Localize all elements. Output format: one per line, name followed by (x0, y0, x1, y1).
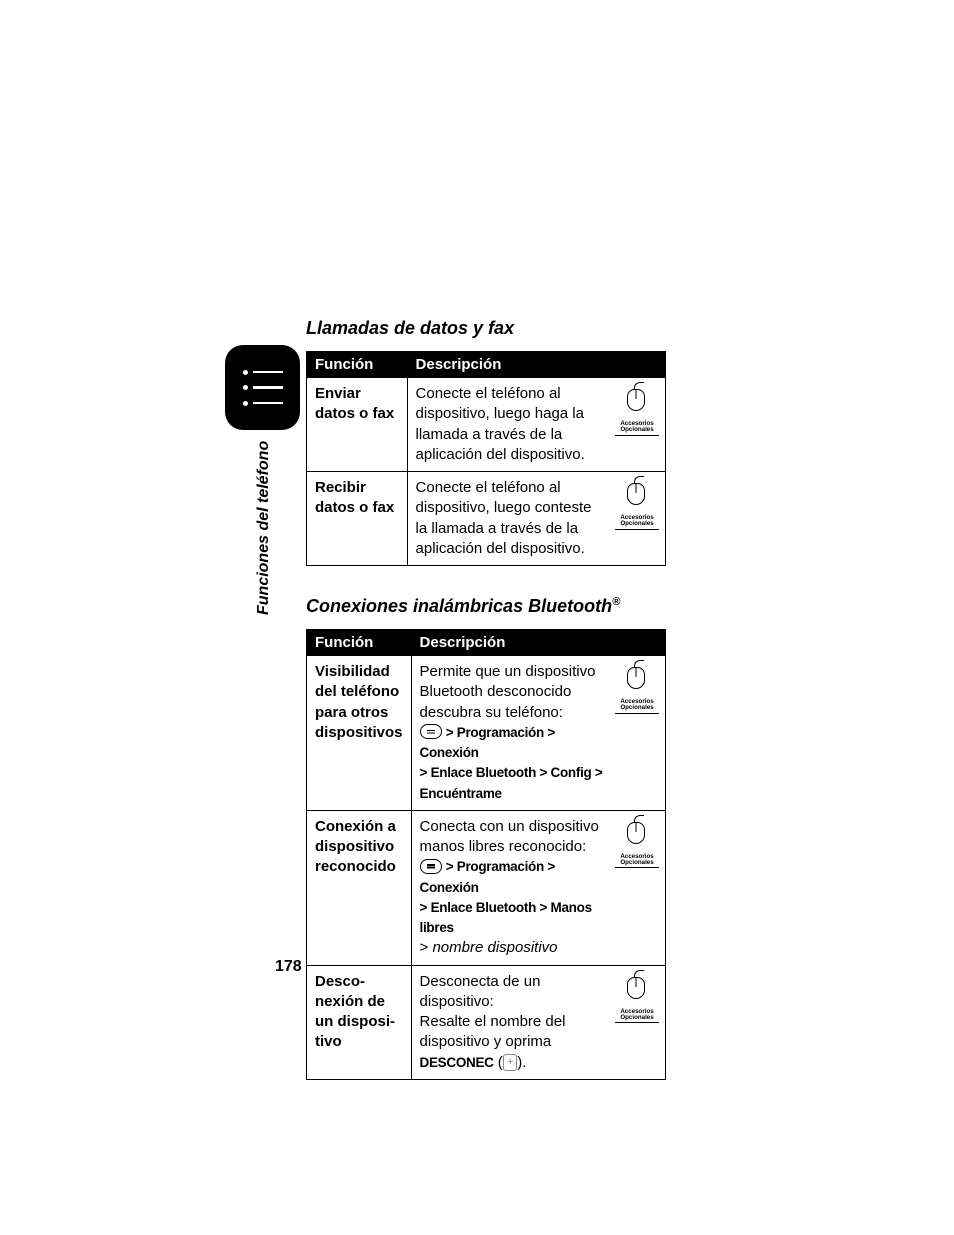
table-row: Visibilidad del teléfono para otros disp… (307, 656, 666, 811)
registered-mark: ® (612, 596, 620, 608)
desc-intro: Permite que un dispositivo Bluetooth des… (420, 663, 596, 721)
optional-accessory-icon: AccesoriosOpcionales (615, 972, 659, 1024)
acc-label-2: Opcionales (620, 704, 653, 711)
nav-enlace: Enlace Bluetooth (431, 765, 536, 780)
softkey-desconec: DESCONEC (420, 1055, 494, 1070)
desc-intro: Conecta con un dispositivo manos libres … (420, 818, 599, 855)
desc-cell: Conecta con un dispositivo manos libres … (411, 810, 665, 965)
acc-label-2: Opcionales (620, 520, 653, 527)
nav-conexion: Conexión (420, 745, 479, 760)
sidebar-section-label: Funciones del teléfono (255, 441, 273, 615)
main-content: Llamadas de datos y fax Función Descripc… (306, 318, 666, 1110)
menu-key-icon (420, 724, 442, 739)
table-row: Recibir datos o fax Conecte el teléfono … (307, 472, 666, 566)
table-datafax: Función Descripción Enviar datos o fax C… (306, 351, 666, 566)
th-descripcion: Descripción (411, 630, 665, 656)
page-number: 178 (275, 958, 302, 976)
nav-programacion: Programación (457, 725, 544, 740)
desc-cell: Conecte el teléfono al dispositivo, lueg… (407, 472, 665, 566)
desc-cell: Conecte el teléfono al dispositivo, lueg… (407, 378, 665, 472)
optional-accessory-icon: AccesoriosOpcionales (615, 384, 659, 436)
menu-key-icon (420, 859, 442, 874)
desc-cell: Permite que un dispositivo Bluetooth des… (411, 656, 665, 811)
optional-accessory-icon: AccesoriosOpcionales (615, 478, 659, 530)
fn-cell: Conexión a dispositivo reconocido (307, 810, 412, 965)
fn-cell: Desco-nexión de un disposi-tivo (307, 965, 412, 1079)
fn-cell: Recibir datos o fax (307, 472, 408, 566)
acc-label-2: Opcionales (620, 859, 653, 866)
table-row: Conexión a dispositivo reconocido Conect… (307, 810, 666, 965)
bt-title-text: Conexiones inalámbricas Bluetooth (306, 596, 612, 616)
table-bluetooth: Función Descripción Visibilidad del telé… (306, 629, 666, 1080)
fn-cell: Enviar datos o fax (307, 378, 408, 472)
desc-cell: Desconecta de un dispositivo: Resalte el… (411, 965, 665, 1079)
th-funcion: Función (307, 352, 408, 378)
desc-intro: Desconecta de un dispositivo: (420, 973, 541, 1010)
period: . (522, 1054, 526, 1071)
section-title-bluetooth: Conexiones inalámbricas Bluetooth® (306, 596, 666, 617)
sidebar-feature-tab (225, 345, 300, 430)
bullet-list-icon (243, 370, 283, 406)
nav-config: Config (551, 765, 592, 780)
soft-key-icon: + (503, 1054, 517, 1071)
nav-conexion: Conexión (420, 880, 479, 895)
optional-accessory-icon: AccesoriosOpcionales (615, 817, 659, 869)
nav-encuentrame: Encuéntrame (420, 786, 502, 801)
optional-accessory-icon: AccesoriosOpcionales (615, 662, 659, 714)
acc-label-2: Opcionales (620, 1014, 653, 1021)
nav-enlace: Enlace Bluetooth (431, 900, 536, 915)
table-row: Enviar datos o fax Conecte el teléfono a… (307, 378, 666, 472)
fn-cell: Visibilidad del teléfono para otros disp… (307, 656, 412, 811)
nav-programacion: Programación (457, 859, 544, 874)
section-title-datafax: Llamadas de datos y fax (306, 318, 666, 339)
nav-device-name: nombre dispositivo (432, 939, 557, 956)
th-descripcion: Descripción (407, 352, 665, 378)
th-funcion: Función (307, 630, 412, 656)
acc-label-2: Opcionales (620, 426, 653, 433)
desc-line2: Resalte el nombre del dispositivo y opri… (420, 1013, 566, 1050)
table-row: Desco-nexión de un disposi-tivo Desconec… (307, 965, 666, 1079)
